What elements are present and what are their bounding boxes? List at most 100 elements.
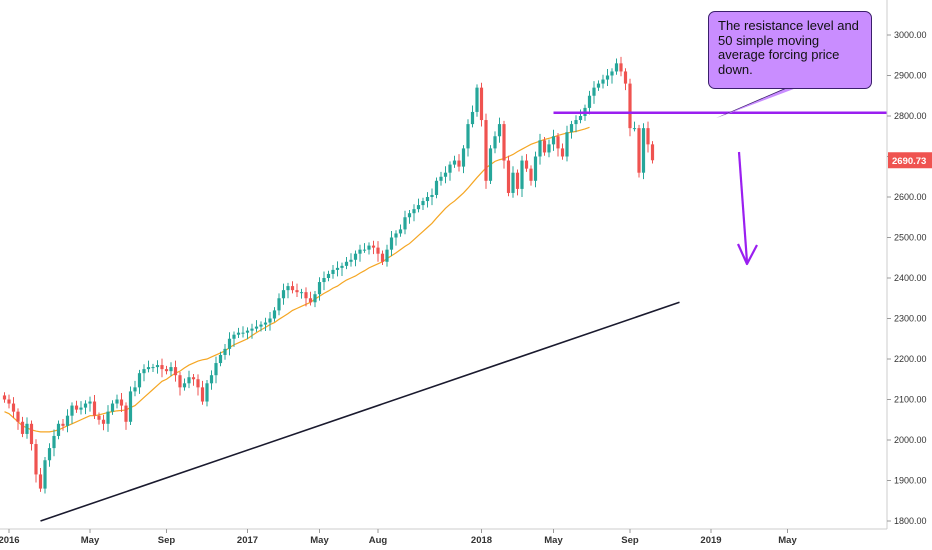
y-tick-label: 2900.00 xyxy=(894,71,927,81)
candle-body xyxy=(43,460,47,489)
sma50-line-layer xyxy=(4,126,590,433)
candle-body xyxy=(191,377,196,380)
sma200-line xyxy=(40,301,680,522)
candle-body xyxy=(137,373,142,388)
candle-body xyxy=(646,128,650,145)
last-price-tag xyxy=(888,152,932,169)
candle-body xyxy=(236,332,241,335)
candle-body xyxy=(394,233,398,238)
candle-body xyxy=(70,405,74,416)
x-tick-label: May xyxy=(81,535,100,546)
candle-body xyxy=(340,265,344,268)
candle-body xyxy=(610,71,614,76)
candle-body xyxy=(227,338,232,349)
candle-body xyxy=(479,87,484,121)
candle-body xyxy=(101,419,106,424)
y-tick-label: 2500.00 xyxy=(894,233,927,243)
candle-body xyxy=(232,334,236,339)
x-tick-label: May xyxy=(310,535,329,546)
down-arrow-shaft xyxy=(737,151,749,263)
candle-body xyxy=(241,332,245,334)
x-tick-label: 2017 xyxy=(237,535,258,546)
candle-body xyxy=(151,367,155,369)
candle-body xyxy=(16,411,20,422)
candle-body xyxy=(376,247,380,254)
candle-body xyxy=(502,124,506,161)
candle-body xyxy=(29,423,34,445)
candle-body xyxy=(538,140,542,157)
candle-body xyxy=(434,180,439,195)
candle-body xyxy=(569,124,574,133)
candle-body xyxy=(475,87,479,112)
candle-body xyxy=(313,294,317,303)
candle-body xyxy=(497,124,502,137)
candle-body xyxy=(182,383,187,388)
candle-body xyxy=(259,324,263,327)
candle-body xyxy=(290,286,295,291)
x-tick-label: May xyxy=(544,535,563,546)
candle-body xyxy=(632,128,637,130)
x-tick-label: Sep xyxy=(158,535,176,546)
candle-body xyxy=(115,399,119,404)
sma50-line xyxy=(4,126,590,433)
candle-body xyxy=(488,148,493,181)
candle-body xyxy=(20,421,25,434)
candle-body xyxy=(124,405,128,422)
candle-body xyxy=(605,75,610,80)
callout-text: The resistance level and 50 simple movin… xyxy=(718,18,859,77)
candle-body xyxy=(547,144,551,153)
y-tick-label: 3000.00 xyxy=(894,30,927,40)
candle-body xyxy=(272,310,277,319)
candle-body xyxy=(169,367,173,372)
candle-body xyxy=(614,63,619,72)
candle-body xyxy=(7,399,11,404)
x-tick-label: Aug xyxy=(369,535,388,546)
candle-body xyxy=(133,387,137,392)
candle-body xyxy=(596,83,601,88)
candle-body xyxy=(250,328,254,331)
candle-body xyxy=(322,278,326,283)
candle-body xyxy=(214,363,218,376)
y-tick-label: 2100.00 xyxy=(894,395,927,405)
candle-body xyxy=(56,423,61,436)
candle-body xyxy=(430,194,434,197)
candle-body xyxy=(511,172,515,193)
candle-body xyxy=(416,205,421,210)
candle-body xyxy=(470,111,475,125)
y-tick-label: 1800.00 xyxy=(894,516,927,526)
candle-body xyxy=(146,367,151,370)
candle-body xyxy=(304,292,308,299)
candle-body xyxy=(358,249,362,254)
candle-body xyxy=(254,326,259,329)
candle-body xyxy=(425,197,430,202)
candle-body xyxy=(484,120,488,181)
candle-body xyxy=(493,136,497,149)
candle-body xyxy=(119,399,124,406)
candle-body xyxy=(187,377,191,384)
candle-body xyxy=(650,144,655,161)
x-tick-label: Sep xyxy=(621,535,639,546)
y-tick-label: 2200.00 xyxy=(894,354,927,364)
candle-body xyxy=(578,116,583,121)
candle-body xyxy=(74,405,79,410)
candle-body xyxy=(592,87,596,96)
candle-body xyxy=(371,245,376,248)
candle-body xyxy=(637,128,641,173)
candle-body xyxy=(457,160,461,167)
candle-body xyxy=(38,474,43,489)
candle-body xyxy=(178,375,182,388)
y-tick-label: 2600.00 xyxy=(894,192,927,202)
candle-body xyxy=(335,267,340,270)
candle-body xyxy=(506,160,511,193)
candle-body xyxy=(452,160,457,165)
candle-body xyxy=(619,63,623,72)
candle-body xyxy=(556,136,560,149)
y-tick-label: 2800.00 xyxy=(894,111,927,121)
candle-body xyxy=(331,269,335,274)
down-arrow-head xyxy=(736,243,758,266)
y-tick-label: 1900.00 xyxy=(894,476,927,486)
candle-body xyxy=(92,401,97,416)
candle-body xyxy=(403,217,407,230)
